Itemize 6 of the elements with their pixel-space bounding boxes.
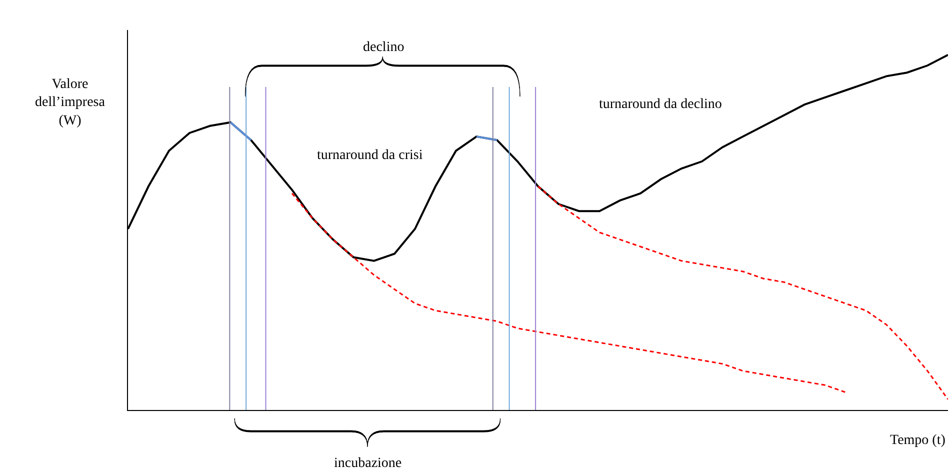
annotation: declino bbox=[363, 40, 404, 55]
annotation: turnaround da declino bbox=[599, 97, 722, 112]
annotation: turnaround da crisi bbox=[317, 148, 423, 163]
text: incubazione bbox=[334, 456, 402, 471]
y-axis-title: Valore dell’impresa (W) bbox=[35, 77, 106, 128]
x-axis-title: Tempo (t) bbox=[890, 433, 946, 448]
